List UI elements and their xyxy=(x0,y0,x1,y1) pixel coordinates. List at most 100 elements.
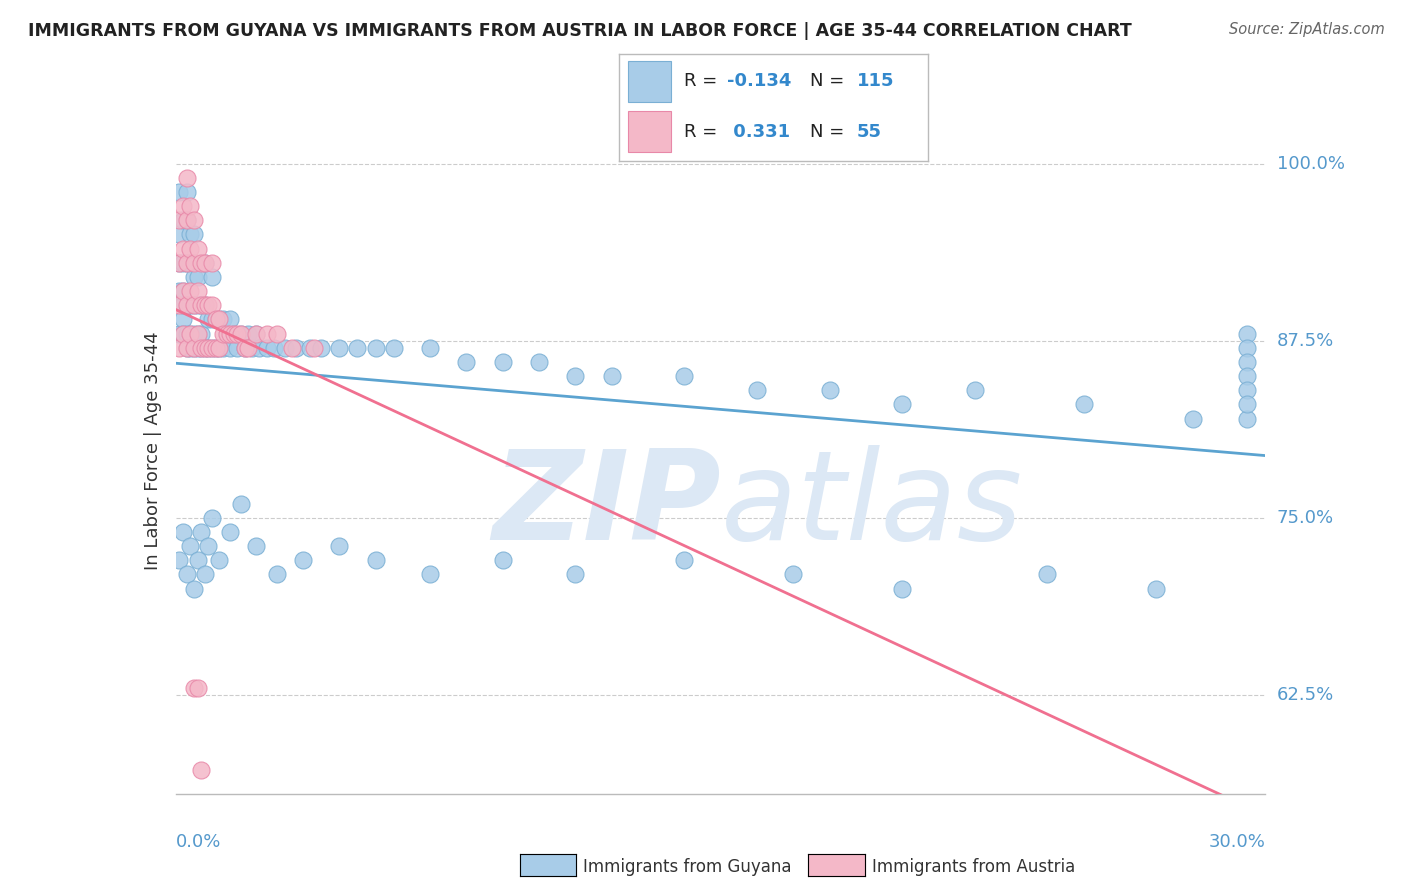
Point xyxy=(233,341,256,355)
Point xyxy=(183,298,205,312)
Point xyxy=(190,298,212,312)
Text: 0.0%: 0.0% xyxy=(176,833,221,851)
Point xyxy=(172,524,194,539)
Point xyxy=(201,256,224,270)
Point xyxy=(1036,567,1059,582)
Point xyxy=(169,553,191,567)
Point xyxy=(215,326,238,341)
Point xyxy=(169,227,191,242)
Text: 115: 115 xyxy=(856,72,894,90)
Point xyxy=(186,681,209,695)
Point xyxy=(197,539,219,553)
Point xyxy=(176,567,198,582)
Point xyxy=(1236,411,1258,425)
Point xyxy=(197,341,219,355)
Point xyxy=(673,369,696,384)
Point xyxy=(233,341,256,355)
Point xyxy=(745,384,768,398)
Point xyxy=(204,312,226,326)
Point xyxy=(208,312,231,326)
Point xyxy=(673,553,696,567)
Point xyxy=(266,326,288,341)
Text: 75.0%: 75.0% xyxy=(1277,508,1334,527)
Point xyxy=(266,567,288,582)
Point xyxy=(1236,397,1258,411)
Point xyxy=(891,582,914,596)
Point xyxy=(197,341,219,355)
Point xyxy=(176,341,198,355)
Point xyxy=(183,270,205,285)
Point xyxy=(201,298,224,312)
Point xyxy=(172,326,194,341)
Point xyxy=(194,256,217,270)
Point xyxy=(222,326,245,341)
Point xyxy=(204,341,226,355)
Point xyxy=(328,341,350,355)
Point xyxy=(179,199,201,213)
Text: -0.134: -0.134 xyxy=(727,72,792,90)
Point xyxy=(169,256,191,270)
Point xyxy=(190,256,212,270)
Text: R =: R = xyxy=(683,72,717,90)
Point xyxy=(190,763,212,777)
Point xyxy=(190,326,212,341)
Point xyxy=(291,553,314,567)
Point xyxy=(172,199,194,213)
Point xyxy=(176,213,198,227)
Point xyxy=(1146,582,1168,596)
Point xyxy=(492,553,515,567)
Point xyxy=(194,567,217,582)
Bar xyxy=(628,112,671,152)
Point xyxy=(382,341,405,355)
Point xyxy=(179,242,201,256)
Point xyxy=(219,326,242,341)
Point xyxy=(328,539,350,553)
Point xyxy=(169,326,191,341)
Point xyxy=(186,553,209,567)
Point xyxy=(176,298,198,312)
Point xyxy=(169,341,191,355)
Point xyxy=(208,553,231,567)
Point xyxy=(176,213,198,227)
Text: N =: N = xyxy=(810,72,845,90)
Point xyxy=(183,582,205,596)
Point xyxy=(190,341,212,355)
Text: 0.331: 0.331 xyxy=(727,123,790,141)
Point xyxy=(782,567,804,582)
Point xyxy=(179,539,201,553)
Point xyxy=(1236,369,1258,384)
Point xyxy=(179,227,201,242)
Point xyxy=(564,567,586,582)
Text: N =: N = xyxy=(810,123,845,141)
Point xyxy=(284,341,307,355)
Point xyxy=(231,497,253,511)
Point xyxy=(456,355,478,369)
Point xyxy=(1236,341,1258,355)
Text: IMMIGRANTS FROM GUYANA VS IMMIGRANTS FROM AUSTRIA IN LABOR FORCE | AGE 35-44 COR: IMMIGRANTS FROM GUYANA VS IMMIGRANTS FRO… xyxy=(28,22,1132,40)
Point xyxy=(172,284,194,298)
Text: 87.5%: 87.5% xyxy=(1277,332,1334,350)
Point xyxy=(186,242,209,256)
Point xyxy=(169,256,191,270)
Point xyxy=(183,213,205,227)
Point xyxy=(190,524,212,539)
Point xyxy=(201,341,224,355)
Point xyxy=(186,326,209,341)
Text: 55: 55 xyxy=(856,123,882,141)
Point xyxy=(1236,326,1258,341)
Point xyxy=(492,355,515,369)
Point xyxy=(172,326,194,341)
Point xyxy=(179,326,201,341)
Point xyxy=(176,185,198,199)
Point xyxy=(169,298,191,312)
Point xyxy=(194,341,217,355)
Point xyxy=(183,341,205,355)
Point xyxy=(231,326,253,341)
Point xyxy=(190,298,212,312)
Point xyxy=(600,369,623,384)
Point xyxy=(245,326,267,341)
Point xyxy=(963,384,986,398)
Point xyxy=(183,256,205,270)
Point xyxy=(172,284,194,298)
Point xyxy=(172,242,194,256)
